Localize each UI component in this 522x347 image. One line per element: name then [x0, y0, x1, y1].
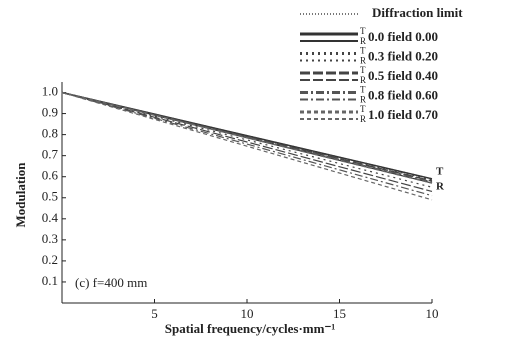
y-tick-label: 0.5: [42, 189, 58, 204]
legend-label: Diffraction limit: [372, 5, 463, 20]
legend-r: R: [360, 56, 366, 66]
y-tick-label: 0.2: [42, 252, 58, 267]
x-tick-label: 15: [333, 306, 346, 321]
legend-t: T: [360, 104, 366, 114]
radial-line: [61, 91, 433, 193]
x-axis-label: Spatial frequency/cycles·mm⁻¹: [165, 321, 336, 336]
y-axis-label: Modulation: [13, 162, 28, 228]
annotation: (c) f=400 mm: [75, 275, 147, 290]
y-tick-label: 0.8: [42, 126, 58, 141]
legend-label: 0.0 field 0.00: [368, 29, 438, 44]
y-tick-label: 1.0: [42, 84, 58, 99]
y-tick-label: 0.9: [42, 105, 58, 120]
legend-t: T: [360, 46, 366, 56]
y-tick-label: 0.7: [42, 147, 59, 162]
end-label: T: [436, 165, 444, 177]
y-tick-label: 0.3: [42, 231, 58, 246]
legend-label: 1.0 field 0.70: [368, 107, 438, 122]
legend-r: R: [360, 36, 366, 46]
y-tick-label: 0.6: [42, 168, 59, 183]
y-tick-label: 0.1: [42, 273, 58, 288]
legend-label: 0.8 field 0.60: [368, 87, 438, 102]
legend-label: 0.3 field 0.20: [368, 48, 438, 63]
legend-label: 0.5 field 0.40: [368, 68, 438, 83]
legend-t: T: [360, 26, 366, 36]
legend-r: R: [360, 114, 366, 124]
tangential-line: [61, 91, 433, 184]
radial-line: [61, 91, 433, 197]
legend-t: T: [360, 85, 366, 95]
radial-line: [61, 91, 433, 201]
legend-r: R: [360, 95, 366, 105]
x-tick-label: 5: [151, 306, 158, 321]
radial-line: [61, 91, 433, 188]
y-tick-label: 0.4: [42, 210, 59, 225]
end-label: R: [436, 180, 445, 192]
tangential-line: [61, 91, 433, 182]
x-tick-label: 10: [426, 306, 439, 321]
x-tick-label: 10: [241, 306, 254, 321]
legend-t: T: [360, 65, 366, 75]
legend-r: R: [360, 75, 366, 85]
